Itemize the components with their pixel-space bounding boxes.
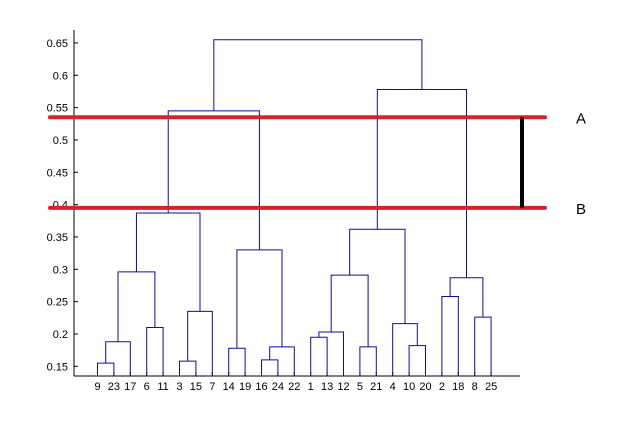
dendrogram-link — [228, 347, 246, 376]
leaf-label: 7 — [209, 381, 215, 393]
y-tick-label: 0.5 — [53, 135, 68, 147]
y-tick-label: 0.15 — [47, 361, 68, 373]
dendrogram-link — [376, 88, 467, 278]
dendrogram-link — [167, 110, 260, 250]
dendrogram-link — [213, 39, 423, 111]
dendrogram-link — [330, 274, 369, 347]
dendrogram-link — [135, 212, 201, 312]
cut-label-b: B — [576, 201, 586, 218]
leaf-label: 23 — [108, 381, 120, 393]
leaf-label: 11 — [157, 381, 168, 393]
dendrogram-links — [97, 39, 492, 376]
leaf-label: 25 — [485, 381, 497, 393]
leaf-label: 12 — [337, 381, 349, 393]
leaf-label: 9 — [94, 381, 100, 393]
leaf-label: 24 — [272, 381, 284, 393]
dendrogram-link — [97, 362, 115, 376]
dendrogram-link — [146, 326, 164, 376]
dendrogram-link — [179, 360, 197, 376]
leaf-label: 8 — [472, 381, 478, 393]
leaf-label: 21 — [370, 381, 382, 393]
leaf-label: 5 — [357, 381, 363, 393]
leaf-label: 16 — [255, 381, 267, 393]
leaf-label: 1 — [308, 381, 314, 393]
leaf-label: 17 — [124, 381, 136, 393]
dendrogram-link — [318, 331, 344, 376]
dendrogram-link — [236, 249, 283, 349]
dendrogram-link — [105, 341, 131, 376]
leaf-label: 22 — [288, 381, 300, 393]
leaf-label: 10 — [403, 381, 415, 393]
cut-label-a: A — [576, 110, 586, 127]
dendrogram-link — [117, 271, 156, 342]
dendrogram-link — [310, 336, 328, 376]
cut-lines: AB — [48, 110, 586, 218]
dendrogram-link — [449, 277, 484, 318]
y-tick-label: 0.6 — [53, 70, 68, 82]
y-tick-label: 0.45 — [47, 167, 68, 179]
dendrogram-link — [349, 228, 406, 324]
y-tick-label: 0.2 — [53, 329, 68, 341]
y-tick-label: 0.35 — [47, 232, 68, 244]
y-tick-label: 0.65 — [47, 38, 68, 50]
leaf-label: 2 — [439, 381, 445, 393]
leaf-label: 15 — [190, 381, 202, 393]
leaf-label: 6 — [144, 381, 150, 393]
dendrogram-link — [269, 346, 295, 376]
y-tick-label: 0.25 — [47, 297, 68, 309]
y-tick-label: 0.3 — [53, 264, 68, 276]
leaf-label: 3 — [176, 381, 182, 393]
leaf-label: 13 — [321, 381, 333, 393]
dendrogram-link — [261, 359, 279, 376]
dendrogram-link — [392, 323, 418, 376]
leaf-label: 19 — [239, 381, 251, 393]
dendrogram-link — [441, 295, 459, 376]
dendrogram-link — [359, 346, 377, 376]
leaf-label: 18 — [452, 381, 464, 393]
y-tick-label: 0.55 — [47, 103, 68, 115]
dendrogram-link — [408, 345, 426, 376]
dendrogram-link — [187, 310, 213, 376]
leaf-label: 14 — [223, 381, 235, 393]
leaf-label: 20 — [419, 381, 431, 393]
leaf-label: 4 — [390, 381, 396, 393]
dendrogram-link — [474, 316, 492, 376]
